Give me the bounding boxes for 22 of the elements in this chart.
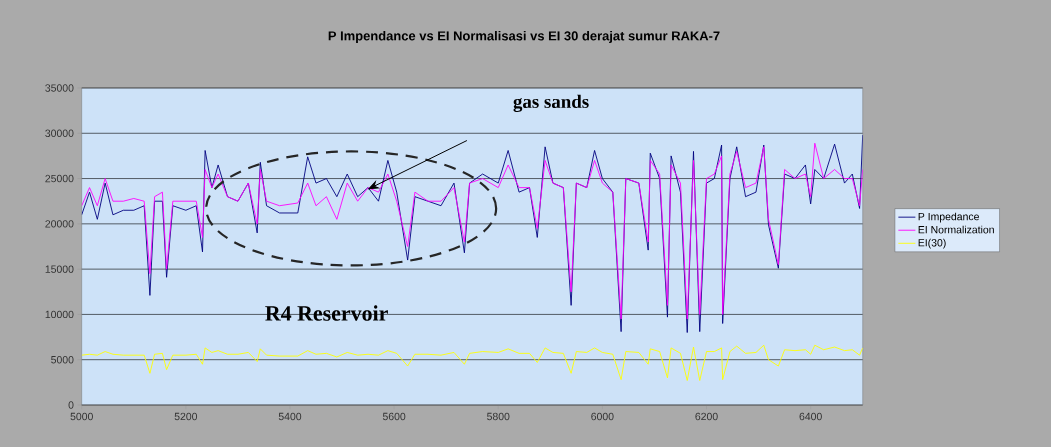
x-tick-label: 6200	[695, 412, 718, 421]
chart-title: P Impendance vs EI Normalisasi vs EI 30 derajat sumur RAKA-7	[328, 30, 720, 44]
y-tick-label: 30000	[45, 129, 74, 137]
x-tick-label: 6000	[591, 412, 614, 421]
x-tick-label: 5600	[382, 412, 406, 421]
legend-label: EI(30)	[918, 238, 946, 249]
x-tick-label: 5000	[70, 412, 93, 421]
x-tick-label: 6400	[799, 412, 822, 421]
y-tick-label: 0	[68, 401, 74, 409]
x-tick-label: 5200	[174, 412, 198, 421]
y-tick-label: 20000	[45, 220, 74, 228]
y-tick-label: 10000	[45, 310, 74, 319]
annotation: R4 Reservoir	[265, 305, 388, 321]
y-tick-label: 5000	[51, 356, 74, 364]
y-tick-label: 25000	[45, 174, 74, 183]
x-tick-label: 5800	[487, 412, 510, 421]
x-tick-label: 5400	[278, 412, 302, 421]
legend-label: EI Normalization	[918, 225, 994, 234]
legend-label: P Impedance	[918, 212, 979, 223]
y-tick-label: 35000	[45, 84, 74, 92]
annotation: gas sands	[513, 94, 589, 112]
y-tick-label: 15000	[45, 265, 74, 273]
